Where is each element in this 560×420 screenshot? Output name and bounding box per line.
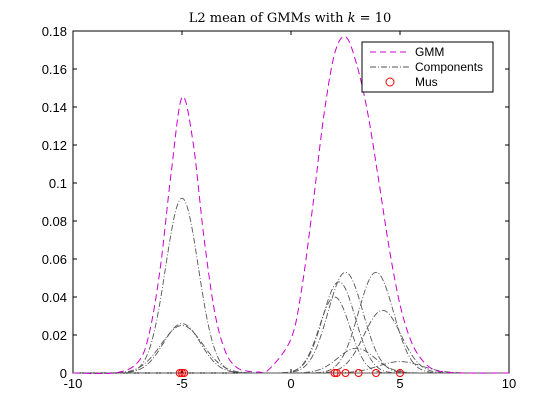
legend-gmm-label: GMM [415,45,444,59]
mu-marker [330,369,339,377]
chart-title-var: k [348,11,356,26]
mu-marker [178,369,186,377]
legend-components-label: Components [415,60,483,74]
x-tick-label: 0 [287,376,294,391]
y-tick-label: 0.16 [42,62,67,77]
chart-title-suffix: = 10 [356,11,392,26]
mu-marker [175,369,184,377]
x-tick-label: -5 [176,376,188,391]
y-tick-label: 0.02 [42,328,67,343]
x-tick-label: -10 [64,376,83,391]
components-series [73,197,509,374]
y-tick-label: 0.08 [42,214,67,229]
mus-series [175,369,404,377]
mu-marker [354,369,363,377]
legend-mus-marker [385,77,395,87]
x-tick-label: 10 [502,376,516,391]
y-tick-label: 0.18 [42,24,67,39]
y-axis: 0 0.02 0.04 0.06 0.08 0.1 0.12 0.14 0.16 0.18 [42,24,509,381]
y-tick-label: 0.12 [42,138,67,153]
gmm-series [72,35,510,375]
y-tick-label: 0.06 [42,252,67,267]
mu-marker [396,369,404,377]
mu-marker [372,369,381,377]
y-tick-label: 0.14 [42,100,67,115]
component-curve [73,347,509,374]
component-curve [73,361,509,374]
y-tick-label: 0.04 [42,290,67,305]
mu-marker [180,369,189,377]
legend: GMM Components Mus [361,41,494,93]
legend-mus-label: Mus [415,75,438,89]
chart-title-prefix: L2 mean of GMMs with [189,11,348,26]
y-tick-label: 0.1 [49,176,67,191]
mu-marker [341,369,350,377]
x-axis: -10 -5 0 5 10 [64,31,516,391]
gmm-curve [72,35,510,375]
y-tick-label: 0 [60,366,67,381]
chart-title: L2 mean of GMMs with k = 10 [189,11,392,26]
mu-marker [332,369,341,377]
x-tick-label: 5 [396,376,403,391]
